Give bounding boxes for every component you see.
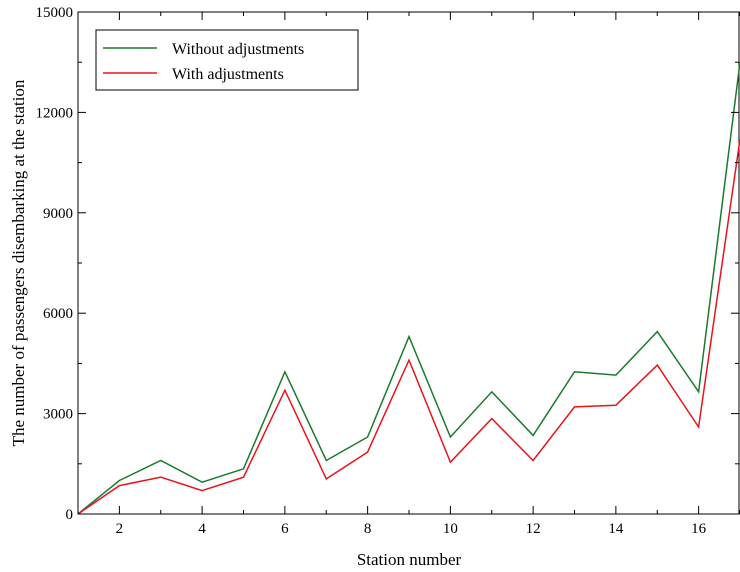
y-tick-label-15000: 15000 (36, 5, 74, 21)
plot-area: 2 4 6 8 10 12 14 16 0 3000 6000 9000 12000 15000 (36, 5, 740, 537)
ticks-layer: 2 4 6 8 10 12 14 16 0 3000 6000 9000 12000 15000 (36, 5, 740, 537)
y-tick-label-0: 0 (66, 507, 74, 523)
legend-box (95, 29, 359, 91)
series-line-without-adjustments (77, 62, 740, 515)
x-tick-label-4: 4 (198, 521, 206, 537)
series-line-with-adjustments (77, 139, 740, 515)
legend-label-with-adjustments: With adjustments (172, 66, 284, 83)
y-tick-label-12000: 12000 (36, 105, 74, 121)
x-tick-label-16: 16 (691, 521, 707, 537)
x-tick-label-10: 10 (443, 521, 458, 537)
series-layer (77, 62, 740, 515)
legend: Without adjustments With adjustments (95, 29, 359, 91)
y-axis-title: The number of passengers disembarking at… (9, 79, 28, 446)
x-tick-label-8: 8 (364, 521, 372, 537)
y-tick-label-3000: 3000 (43, 407, 73, 423)
x-tick-label-2: 2 (116, 521, 124, 537)
x-tick-label-12: 12 (526, 521, 541, 537)
x-axis-title: Station number (357, 550, 462, 569)
y-tick-label-6000: 6000 (43, 306, 73, 322)
y-tick-label-9000: 9000 (43, 206, 73, 222)
x-tick-label-14: 14 (608, 521, 624, 537)
legend-label-without-adjustments: Without adjustments (172, 41, 304, 58)
x-tick-label-6: 6 (281, 521, 289, 537)
